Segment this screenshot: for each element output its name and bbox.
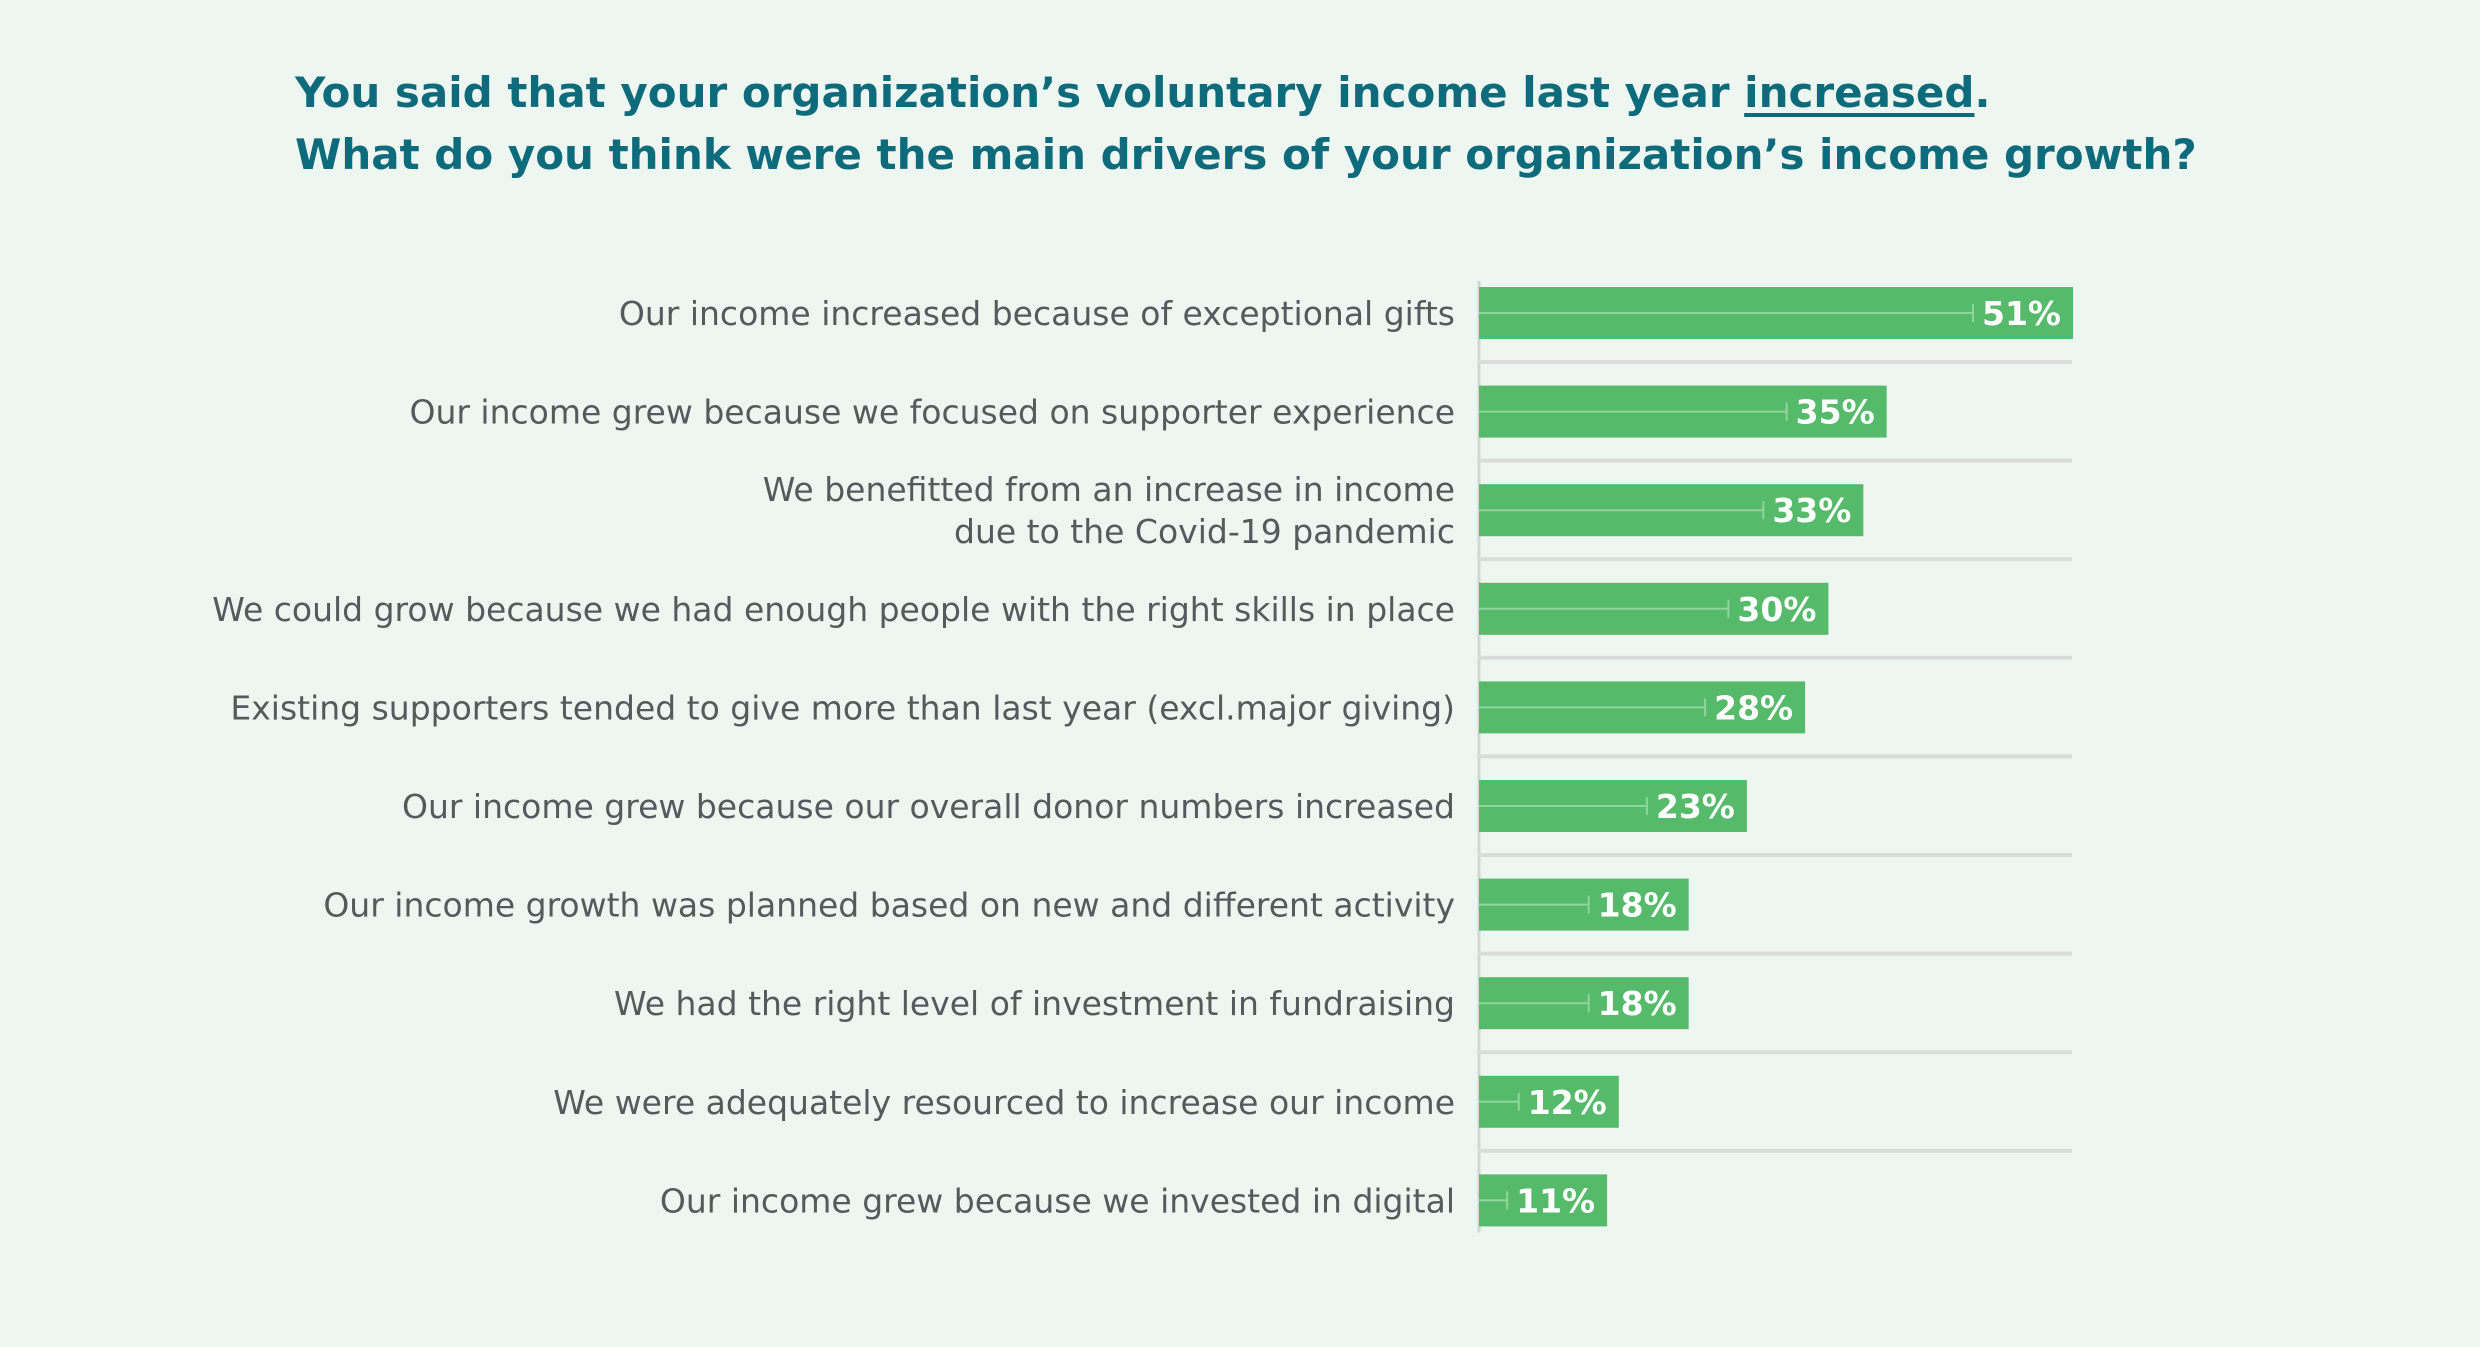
category-label-line: We benefitted from an increase in income xyxy=(763,470,1455,509)
data-label: 33% xyxy=(1772,491,1851,530)
chart-title: You said that your organization’s volunt… xyxy=(295,62,2197,186)
category-label: We were adequately resourced to increase… xyxy=(553,1083,1455,1122)
title-line-2: What do you think were the main drivers … xyxy=(295,130,2197,179)
data-label: 28% xyxy=(1714,688,1793,727)
category-label-line: Existing supporters tended to give more … xyxy=(230,688,1455,727)
category-label-line: We could grow because we had enough peop… xyxy=(212,590,1455,629)
data-label: 35% xyxy=(1796,393,1875,432)
category-label: Our income increased because of exceptio… xyxy=(619,294,1455,333)
category-label: Existing supporters tended to give more … xyxy=(230,688,1455,727)
category-label-line: We were adequately resourced to increase… xyxy=(553,1083,1455,1122)
data-label: 11% xyxy=(1516,1181,1595,1220)
category-label: We had the right level of investment in … xyxy=(614,984,1455,1023)
data-label: 23% xyxy=(1656,787,1735,826)
category-label-line: due to the Covid-19 pandemic xyxy=(954,512,1455,551)
data-label: 18% xyxy=(1598,984,1677,1023)
category-label: Our income growth was planned based on n… xyxy=(323,886,1455,925)
data-label: 51% xyxy=(1982,294,2061,333)
title-line-1-end: . xyxy=(1974,68,1991,117)
category-label-line: Our income grew because we invested in d… xyxy=(660,1181,1455,1220)
data-label: 18% xyxy=(1598,886,1677,925)
category-label-line: Our income grew because we focused on su… xyxy=(409,393,1455,432)
category-label: Our income grew because we invested in d… xyxy=(660,1181,1455,1220)
category-label: We benefitted from an increase in income… xyxy=(763,470,1455,551)
category-label: Our income grew because our overall dono… xyxy=(402,787,1455,826)
category-label: Our income grew because we focused on su… xyxy=(409,393,1455,432)
data-label: 30% xyxy=(1737,590,1816,629)
title-line-1-text: You said that your organization’s volunt… xyxy=(295,68,1745,117)
category-label-line: We had the right level of investment in … xyxy=(614,984,1455,1023)
category-label-line: Our income grew because our overall dono… xyxy=(402,787,1455,826)
title-line-1: You said that your organization’s volunt… xyxy=(295,62,2197,124)
category-label: We could grow because we had enough peop… xyxy=(212,590,1455,629)
category-label-line: Our income growth was planned based on n… xyxy=(323,886,1455,925)
category-label-line: Our income increased because of exceptio… xyxy=(619,294,1455,333)
title-emphasis: increased xyxy=(1744,68,1975,117)
data-label: 12% xyxy=(1528,1083,1607,1122)
